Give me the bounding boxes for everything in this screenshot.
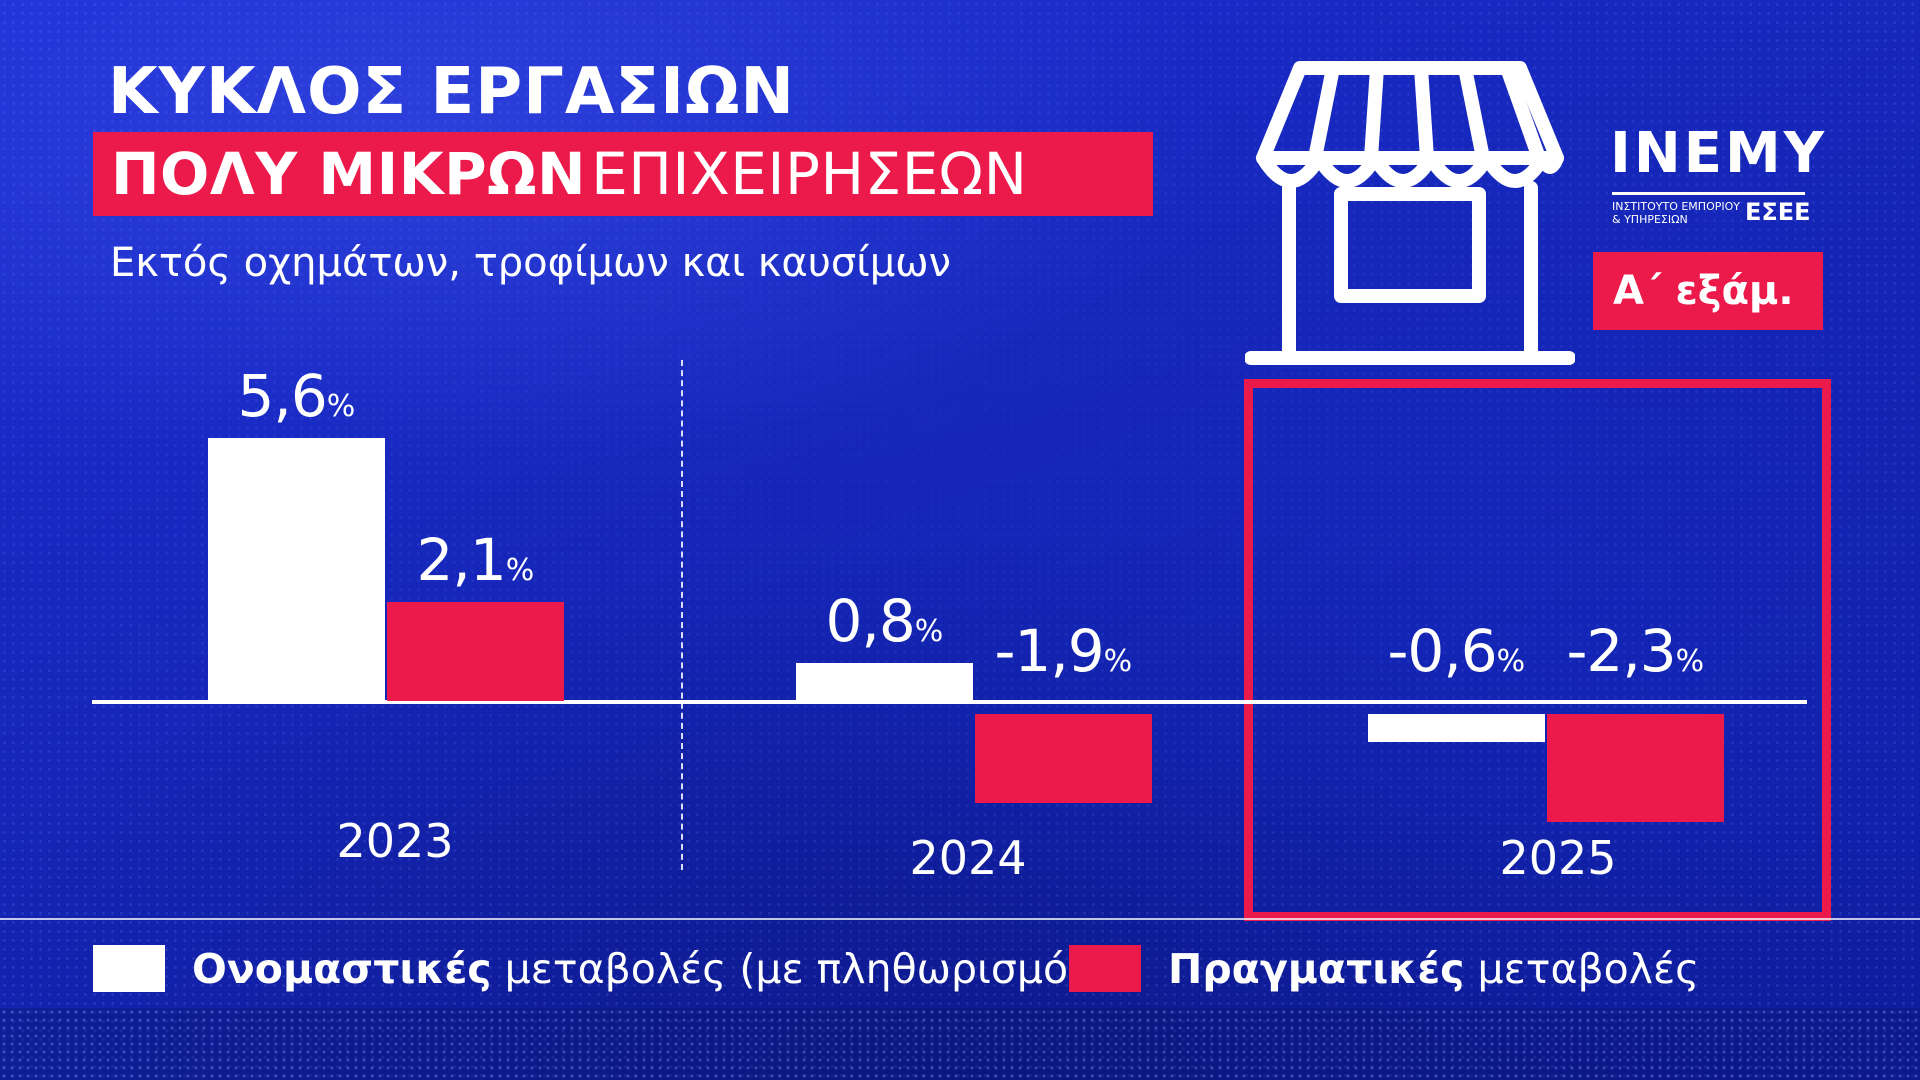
title-band: ΠΟΛΥ ΜΙΚΡΩΝ ΕΠΙΧΕΙΡΗΣΕΩΝ (93, 132, 1153, 216)
value-label-nominal-2023: 5,6% (238, 364, 356, 439)
category-label-2023: 2023 (336, 814, 454, 868)
category-label-2025: 2025 (1499, 831, 1617, 885)
highlight-box-2025 (1244, 379, 1831, 921)
value-number: -0,6 (1387, 617, 1498, 685)
subtitle: Εκτός οχημάτων, τροφίμων και καυσίμων (110, 240, 952, 286)
category-label-2024: 2024 (909, 831, 1027, 885)
page-title: ΚΥΚΛΟΣ ΕΡΓΑΣΙΩΝ (108, 55, 795, 129)
value-unit: % (914, 614, 944, 650)
value-unit: % (326, 388, 356, 424)
title-band-regular: ΕΠΙΧΕΙΡΗΣΕΩΝ (591, 140, 1028, 208)
legend-swatch-nominal (93, 945, 165, 992)
value-number: -2,3 (1566, 617, 1677, 685)
footer-pattern (0, 1008, 1920, 1080)
legend-label-real: Πραγματικές μεταβολές (1168, 944, 1699, 994)
value-number: 2,1 (416, 526, 507, 595)
value-number: 5,6 (237, 361, 328, 430)
legend-nominal-rest: μεταβολές (με πληθωρισμό) (491, 945, 1085, 993)
value-label-nominal-2024: 0,8% (826, 589, 944, 664)
logo-subtitle-line1: ΙΝΣΤΙΤΟΥΤΟ ΕΜΠΟΡΙΟΥ (1612, 200, 1740, 213)
bar-nominal-2023 (208, 437, 385, 701)
value-number: -1,9 (994, 617, 1105, 685)
title-band-bold: ΠΟΛΥ ΜΙΚΡΩΝ (111, 140, 587, 208)
bar-real-2024 (975, 714, 1152, 804)
logo-rule (1612, 192, 1805, 195)
value-number: 0,8 (825, 587, 916, 656)
shop-storefront-icon (1245, 61, 1575, 365)
period-badge: Α΄ εξάμ. (1593, 252, 1823, 330)
legend-real-bold: Πραγματικές (1168, 945, 1465, 993)
value-label-real-2023: 2,1% (417, 528, 535, 603)
bar-real-2023 (387, 602, 564, 701)
value-unit: % (1675, 644, 1705, 679)
value-unit: % (1103, 644, 1133, 679)
title-band-text: ΠΟΛΥ ΜΙΚΡΩΝ ΕΠΙΧΕΙΡΗΣΕΩΝ (111, 132, 1028, 216)
logo-subtitle-line2: & ΥΠΗΡΕΣΙΩΝ (1612, 213, 1688, 226)
legend-real-rest: μεταβολές (1464, 945, 1700, 993)
bar-nominal-2024 (796, 663, 973, 701)
footer-divider (0, 918, 1920, 920)
value-label-real-2024: -1,9% (995, 619, 1133, 694)
legend-label-nominal: Ονομαστικές μεταβολές (με πληθωρισμό) (192, 944, 1084, 994)
legend-swatch-real (1069, 945, 1141, 992)
bar-real-2025 (1547, 714, 1724, 823)
value-unit: % (1496, 644, 1526, 679)
zero-baseline (92, 700, 1807, 704)
legend-nominal-bold: Ονομαστικές (192, 945, 492, 993)
year-divider (681, 360, 683, 870)
value-unit: % (505, 553, 535, 589)
value-label-real-2025: -2,3% (1567, 619, 1705, 694)
period-badge-label: Α΄ εξάμ. (1613, 268, 1794, 314)
logo-org: ΕΣΕΕ (1745, 198, 1811, 226)
bar-nominal-2025 (1368, 714, 1545, 743)
value-label-nominal-2025: -0,6% (1388, 619, 1526, 694)
inemy-logo: INEMY (1610, 121, 1828, 186)
